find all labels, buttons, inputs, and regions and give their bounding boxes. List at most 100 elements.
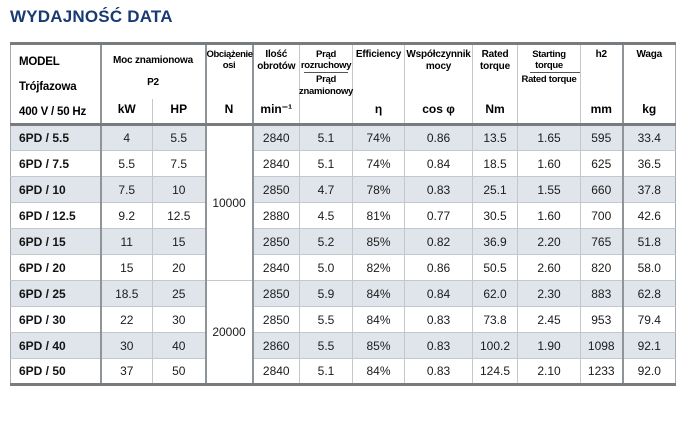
torque-ratio-cell: 1.55 — [517, 176, 581, 203]
rpm-cell: 2850 — [251, 306, 300, 333]
header-power-factor: Współczynnik mocy — [404, 43, 473, 99]
unit-torque-blank — [517, 98, 581, 126]
unit-mm: mm — [580, 98, 623, 126]
header-rated-power-symbol: P2 — [147, 76, 159, 88]
unit-hp: HP — [151, 98, 206, 126]
rpm-cell: 2840 — [251, 358, 300, 385]
table-row: 6PD / 7.5 5.5 7.5 2840 5.1 74% 0.84 18.5 1.60 625… — [10, 150, 676, 177]
current-ratio-cell: 5.2 — [299, 228, 353, 255]
page-title: WYDAJNOŚĆ DATA — [10, 7, 173, 26]
efficiency-cell: 82% — [352, 254, 405, 281]
model-cell: 6PD / 30 — [10, 306, 101, 333]
current-ratio-cell: 5.1 — [299, 124, 353, 151]
model-cell: 6PD / 25 — [10, 280, 101, 307]
header-model-line: Trójfazowa — [19, 81, 77, 94]
header-rated-power-label: Moc znamionowa — [113, 55, 193, 66]
weight-cell: 92.0 — [621, 358, 676, 385]
torque-ratio-cell: 1.60 — [517, 150, 581, 177]
header-row-main: MODEL Trójfazowa 400 V / 50 Hz Moc znami… — [10, 43, 676, 126]
table-row: 6PD / 50 37 50 2840 5.1 84% 0.83 124.5 2.10 1233 9… — [10, 358, 676, 385]
table-row: 6PD / 10 7.5 10 2850 4.7 78% 0.83 25.1 1.55 660 37… — [10, 176, 676, 203]
header-current-ratio: Prąd rozruchowy Prąd znamionowy — [299, 43, 354, 99]
header-model-line: MODEL — [19, 56, 60, 68]
rpm-cell: 2850 — [251, 280, 300, 307]
cos-phi-cell: 0.86 — [404, 254, 473, 281]
hp-cell: 15 — [151, 228, 206, 255]
kw-cell: 7.5 — [99, 176, 153, 203]
torque-ratio-cell: 2.60 — [517, 254, 581, 281]
header-torque-ratio: Starting torque Rated torque — [517, 43, 581, 99]
table-body: 6PD / 5.5 4 5.5 10000 2840 5.1 74% 0.86 13.5 1.65… — [10, 124, 676, 385]
current-ratio-cell: 4.5 — [299, 202, 353, 229]
table-row: 6PD / 15 11 15 2850 5.2 85% 0.82 36.9 2.20 765 51.… — [10, 228, 676, 255]
cos-phi-cell: 0.77 — [404, 202, 473, 229]
rated-torque-cell: 50.5 — [472, 254, 518, 281]
header-torque-ratio-bottom: Rated torque — [521, 74, 577, 86]
kw-cell: 15 — [99, 254, 153, 281]
header-row-units: kW HP N min⁻¹ η cos φ Nm mm kg — [11, 98, 676, 126]
current-ratio-cell: 5.5 — [299, 306, 353, 333]
cos-phi-cell: 0.83 — [404, 358, 473, 385]
efficiency-cell: 74% — [352, 124, 405, 151]
weight-cell: 58.0 — [621, 254, 676, 281]
header-axis-load: Obciążenie osi — [204, 43, 253, 99]
hp-cell: 10 — [151, 176, 206, 203]
table-row: 6PD / 5.5 4 5.5 10000 2840 5.1 74% 0.86 13.5 1.65… — [10, 124, 676, 281]
header-current-ratio-top: Prąd rozruchowy — [300, 49, 352, 72]
header-current-ratio-bottom: Prąd znamionowy — [299, 74, 354, 97]
rated-torque-cell: 62.0 — [472, 280, 518, 307]
cos-phi-cell: 0.86 — [404, 124, 473, 151]
rpm-cell: 2840 — [251, 254, 300, 281]
unit-kg: kg — [621, 98, 676, 126]
hp-cell: 40 — [151, 332, 206, 359]
rated-torque-cell: 30.5 — [472, 202, 518, 229]
h2-cell: 953 — [580, 306, 623, 333]
hp-cell: 7.5 — [151, 150, 206, 177]
header-torque-ratio-top: Starting torque — [532, 49, 566, 72]
model-cell: 6PD / 12.5 — [10, 202, 101, 229]
table-row: 6PD / 30 22 30 2850 5.5 84% 0.83 73.8 2.45 953 79.… — [10, 306, 676, 333]
cos-phi-cell: 0.83 — [404, 306, 473, 333]
efficiency-cell: 85% — [352, 332, 405, 359]
rated-torque-cell: 73.8 — [472, 306, 518, 333]
efficiency-cell: 81% — [352, 202, 405, 229]
current-ratio-cell: 4.7 — [299, 176, 353, 203]
efficiency-cell: 78% — [352, 176, 405, 203]
rated-torque-cell: 100.2 — [472, 332, 518, 359]
header-h2: h2 — [580, 43, 623, 99]
current-ratio-cell: 5.1 — [299, 358, 353, 385]
weight-cell: 37.8 — [621, 176, 676, 203]
rpm-cell: 2880 — [251, 202, 300, 229]
table-header: MODEL Trójfazowa 400 V / 50 Hz Moc znami… — [10, 43, 676, 126]
table-row: 6PD / 12.5 9.2 12.5 2880 4.5 81% 0.77 30.5 1.60 7… — [10, 202, 676, 229]
weight-cell: 36.5 — [621, 150, 676, 177]
weight-cell: 79.4 — [621, 306, 676, 333]
model-cell: 6PD / 15 — [10, 228, 101, 255]
unit-n: N — [204, 98, 253, 126]
kw-cell: 9.2 — [99, 202, 153, 229]
cos-phi-cell: 0.83 — [404, 176, 473, 203]
h2-cell: 765 — [580, 228, 623, 255]
rpm-cell: 2860 — [251, 332, 300, 359]
weight-cell: 42.6 — [621, 202, 676, 229]
current-ratio-cell: 5.5 — [299, 332, 353, 359]
model-cell: 6PD / 20 — [10, 254, 101, 281]
rated-torque-cell: 13.5 — [472, 124, 518, 151]
kw-cell: 18.5 — [99, 280, 153, 307]
rpm-cell: 2840 — [251, 124, 300, 151]
torque-ratio-cell: 2.30 — [517, 280, 581, 307]
rated-torque-cell: 124.5 — [472, 358, 518, 385]
header-weight: Waga — [621, 43, 676, 99]
torque-ratio-cell: 2.20 — [517, 228, 581, 255]
table-row: 6PD / 20 15 20 2840 5.0 82% 0.86 50.5 2.60 820 58.… — [10, 254, 676, 281]
weight-cell: 62.8 — [621, 280, 676, 307]
kw-cell: 22 — [99, 306, 153, 333]
h2-cell: 820 — [580, 254, 623, 281]
model-cell: 6PD / 50 — [10, 358, 101, 385]
unit-current-blank — [299, 98, 353, 126]
h2-cell: 1233 — [580, 358, 623, 385]
rpm-cell: 2850 — [251, 176, 300, 203]
hp-cell: 5.5 — [151, 124, 206, 151]
cos-phi-cell: 0.82 — [404, 228, 473, 255]
